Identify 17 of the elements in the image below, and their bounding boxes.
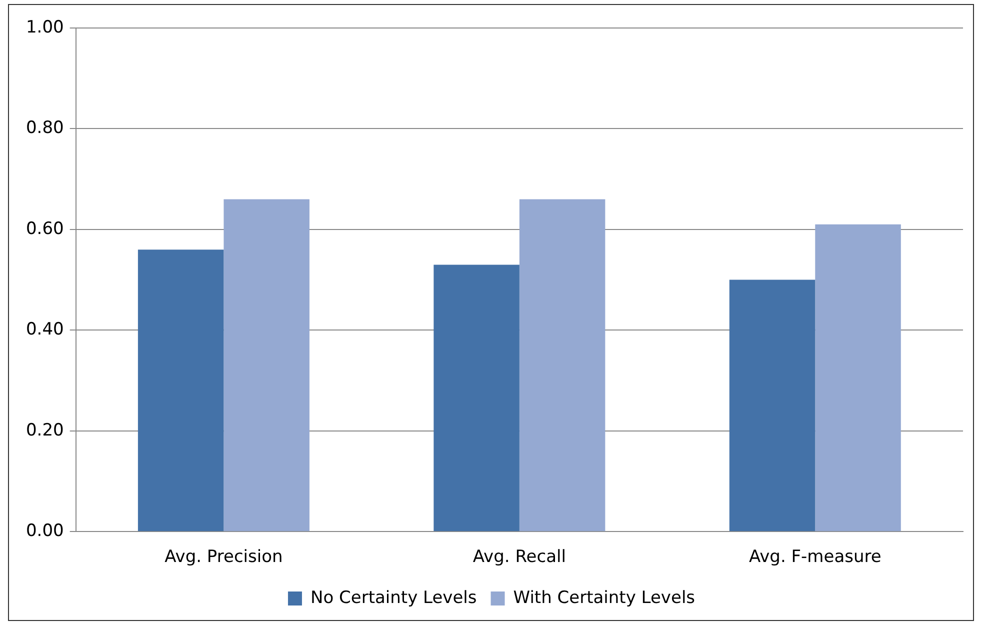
- x-tick-label: Avg. Precision: [164, 547, 283, 568]
- legend-label: With Certainty Levels: [513, 588, 696, 608]
- y-tick-label: 0.40: [26, 320, 64, 340]
- y-tick-label: 0.60: [26, 218, 64, 239]
- bar: [729, 280, 816, 532]
- bar: [224, 199, 310, 532]
- x-tick-label: Avg. Recall: [472, 547, 566, 568]
- x-tick-label: Avg. F-measure: [748, 547, 882, 568]
- y-tick-label: 0.00: [26, 521, 64, 542]
- y-tick-label: 0.80: [26, 118, 64, 138]
- bar: [138, 250, 224, 532]
- bar: [519, 199, 606, 532]
- legend-label: No Certainty Levels: [310, 588, 477, 608]
- bar: [815, 224, 901, 532]
- y-tick-label: 0.20: [26, 420, 64, 440]
- bar: [434, 264, 520, 532]
- y-tick-label: 1.00: [26, 17, 64, 38]
